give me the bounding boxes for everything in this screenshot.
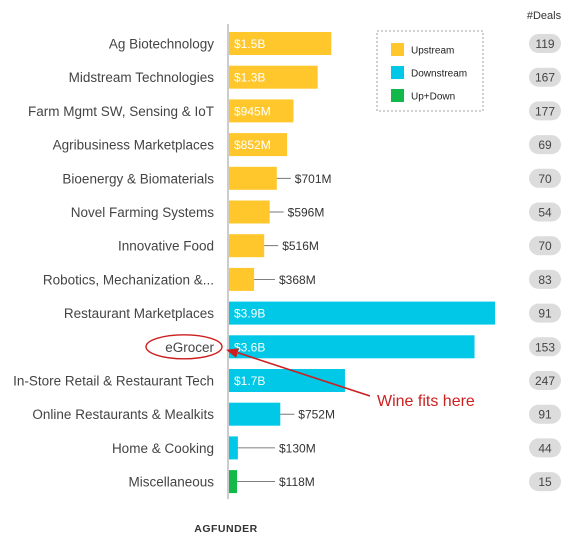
bar (229, 200, 270, 224)
legend-label: Upstream (411, 46, 454, 57)
deals-count: 153 (535, 340, 555, 354)
category-label: Restaurant Marketplaces (64, 306, 214, 321)
bar (229, 32, 332, 55)
deals-count: 44 (538, 441, 552, 455)
legend-swatch (391, 89, 404, 102)
deals-header: #Deals (527, 10, 562, 22)
data-label: $3.6B (234, 340, 265, 354)
bar (229, 335, 475, 359)
bar (229, 99, 294, 123)
category-label: Robotics, Mechanization &... (43, 272, 214, 287)
annotation-circle (145, 334, 223, 360)
deals-badge (529, 135, 561, 155)
data-label: $3.9B (234, 307, 265, 321)
bar (229, 402, 281, 426)
deals-count: 54 (538, 206, 552, 220)
deals-badge (529, 269, 561, 289)
bar (229, 133, 288, 157)
category-label: Home & Cooking (112, 441, 214, 456)
annotation-text: Wine fits here (377, 393, 475, 410)
deals-count: 91 (538, 408, 552, 422)
deals-badge (529, 337, 561, 357)
data-label: $852M (234, 138, 271, 152)
annotation-arrowhead (226, 348, 239, 358)
bar (229, 369, 345, 392)
deals-badge (529, 168, 561, 188)
category-label: Online Restaurants & Mealkits (32, 407, 214, 422)
deals-count: 15 (538, 475, 552, 489)
deals-badge (529, 472, 561, 492)
legend-label: Downstream (411, 69, 467, 80)
deals-badge (529, 404, 561, 424)
deals-badge (529, 34, 561, 53)
category-label: eGrocer (165, 340, 214, 355)
deals-badge (529, 101, 561, 121)
deals-count: 167 (535, 71, 555, 85)
annotation-arrow-line (237, 352, 371, 397)
deals-count: 91 (538, 307, 552, 321)
deals-count: 70 (538, 239, 552, 253)
data-label: $701M (295, 172, 332, 186)
data-label: $945M (234, 104, 271, 118)
deals-badge (529, 202, 561, 222)
category-label: Agribusiness Marketplaces (53, 138, 215, 153)
bar (229, 65, 318, 89)
data-label: $1.3B (234, 71, 265, 85)
category-label: Midstream Technologies (69, 70, 215, 85)
category-label: In-Store Retail & Restaurant Tech (13, 374, 214, 389)
deals-badge (529, 438, 561, 458)
bar (229, 267, 255, 291)
deals-count: 119 (535, 37, 554, 51)
data-label: $130M (279, 441, 316, 455)
deals-count: 247 (535, 374, 555, 388)
bar (229, 470, 238, 494)
deals-badge (529, 303, 561, 323)
deals-count: 69 (538, 138, 552, 152)
category-label: Novel Farming Systems (71, 205, 215, 220)
data-label: $1.7B (234, 374, 265, 388)
bar (229, 234, 265, 258)
data-label: $596M (288, 206, 325, 220)
deals-count: 177 (535, 104, 555, 118)
legend-swatch (391, 43, 404, 56)
deals-count: 70 (538, 172, 552, 186)
agfunder-logo: AGFUNDER (194, 523, 258, 535)
deals-badge (529, 371, 561, 390)
legend-label: Up+Down (411, 92, 455, 103)
deals-badge (529, 236, 561, 256)
category-label: Farm Mgmt SW, Sensing & IoT (28, 104, 214, 119)
category-label: Ag Biotechnology (109, 37, 214, 52)
data-label: $516M (282, 239, 319, 253)
legend-swatch (391, 66, 404, 79)
bar (229, 166, 277, 190)
category-label: Innovative Food (118, 239, 214, 254)
category-label: Miscellaneous (128, 475, 214, 490)
bar (229, 436, 238, 460)
category-label: Bioenergy & Biomaterials (62, 171, 214, 186)
deals-count: 83 (538, 273, 552, 287)
data-label: $368M (279, 273, 316, 287)
bar (229, 301, 495, 325)
data-label: $752M (298, 408, 335, 422)
deals-badge (529, 67, 561, 87)
data-label: $1.5B (234, 37, 265, 51)
data-label: $118M (279, 475, 315, 489)
